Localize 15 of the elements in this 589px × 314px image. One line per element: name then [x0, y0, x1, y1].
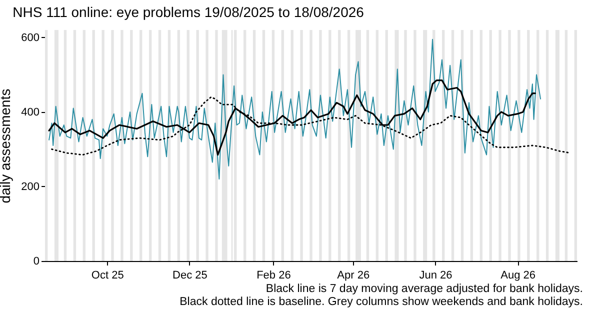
x-tick-label: Oct 25: [91, 270, 124, 282]
x-tick-label: Dec 25: [172, 270, 208, 282]
text: Black dotted line is baseline. Grey columns show weekends and bank holidays.: [180, 296, 583, 308]
line-series: [48, 38, 542, 180]
y-tick-label: 0: [33, 256, 40, 268]
x-tick-label: Aug 26: [500, 270, 536, 282]
x-tick-label: Feb 26: [256, 270, 291, 282]
y-tick-label: 600: [21, 32, 40, 44]
y-tick-label: 200: [21, 180, 40, 193]
text: Black line is 7 day moving average adjusted for bank holidays.: [266, 283, 583, 295]
y-tick-label: 400: [21, 106, 40, 118]
y-axis-title: daily assessments: [0, 88, 14, 204]
x-tick-label: Jun 26: [419, 270, 452, 282]
chart-title: NHS 111 online: eye problems 19/08/2025 to 18/08/2026: [12, 4, 364, 20]
x-tick-label: Apr 26: [337, 270, 370, 282]
